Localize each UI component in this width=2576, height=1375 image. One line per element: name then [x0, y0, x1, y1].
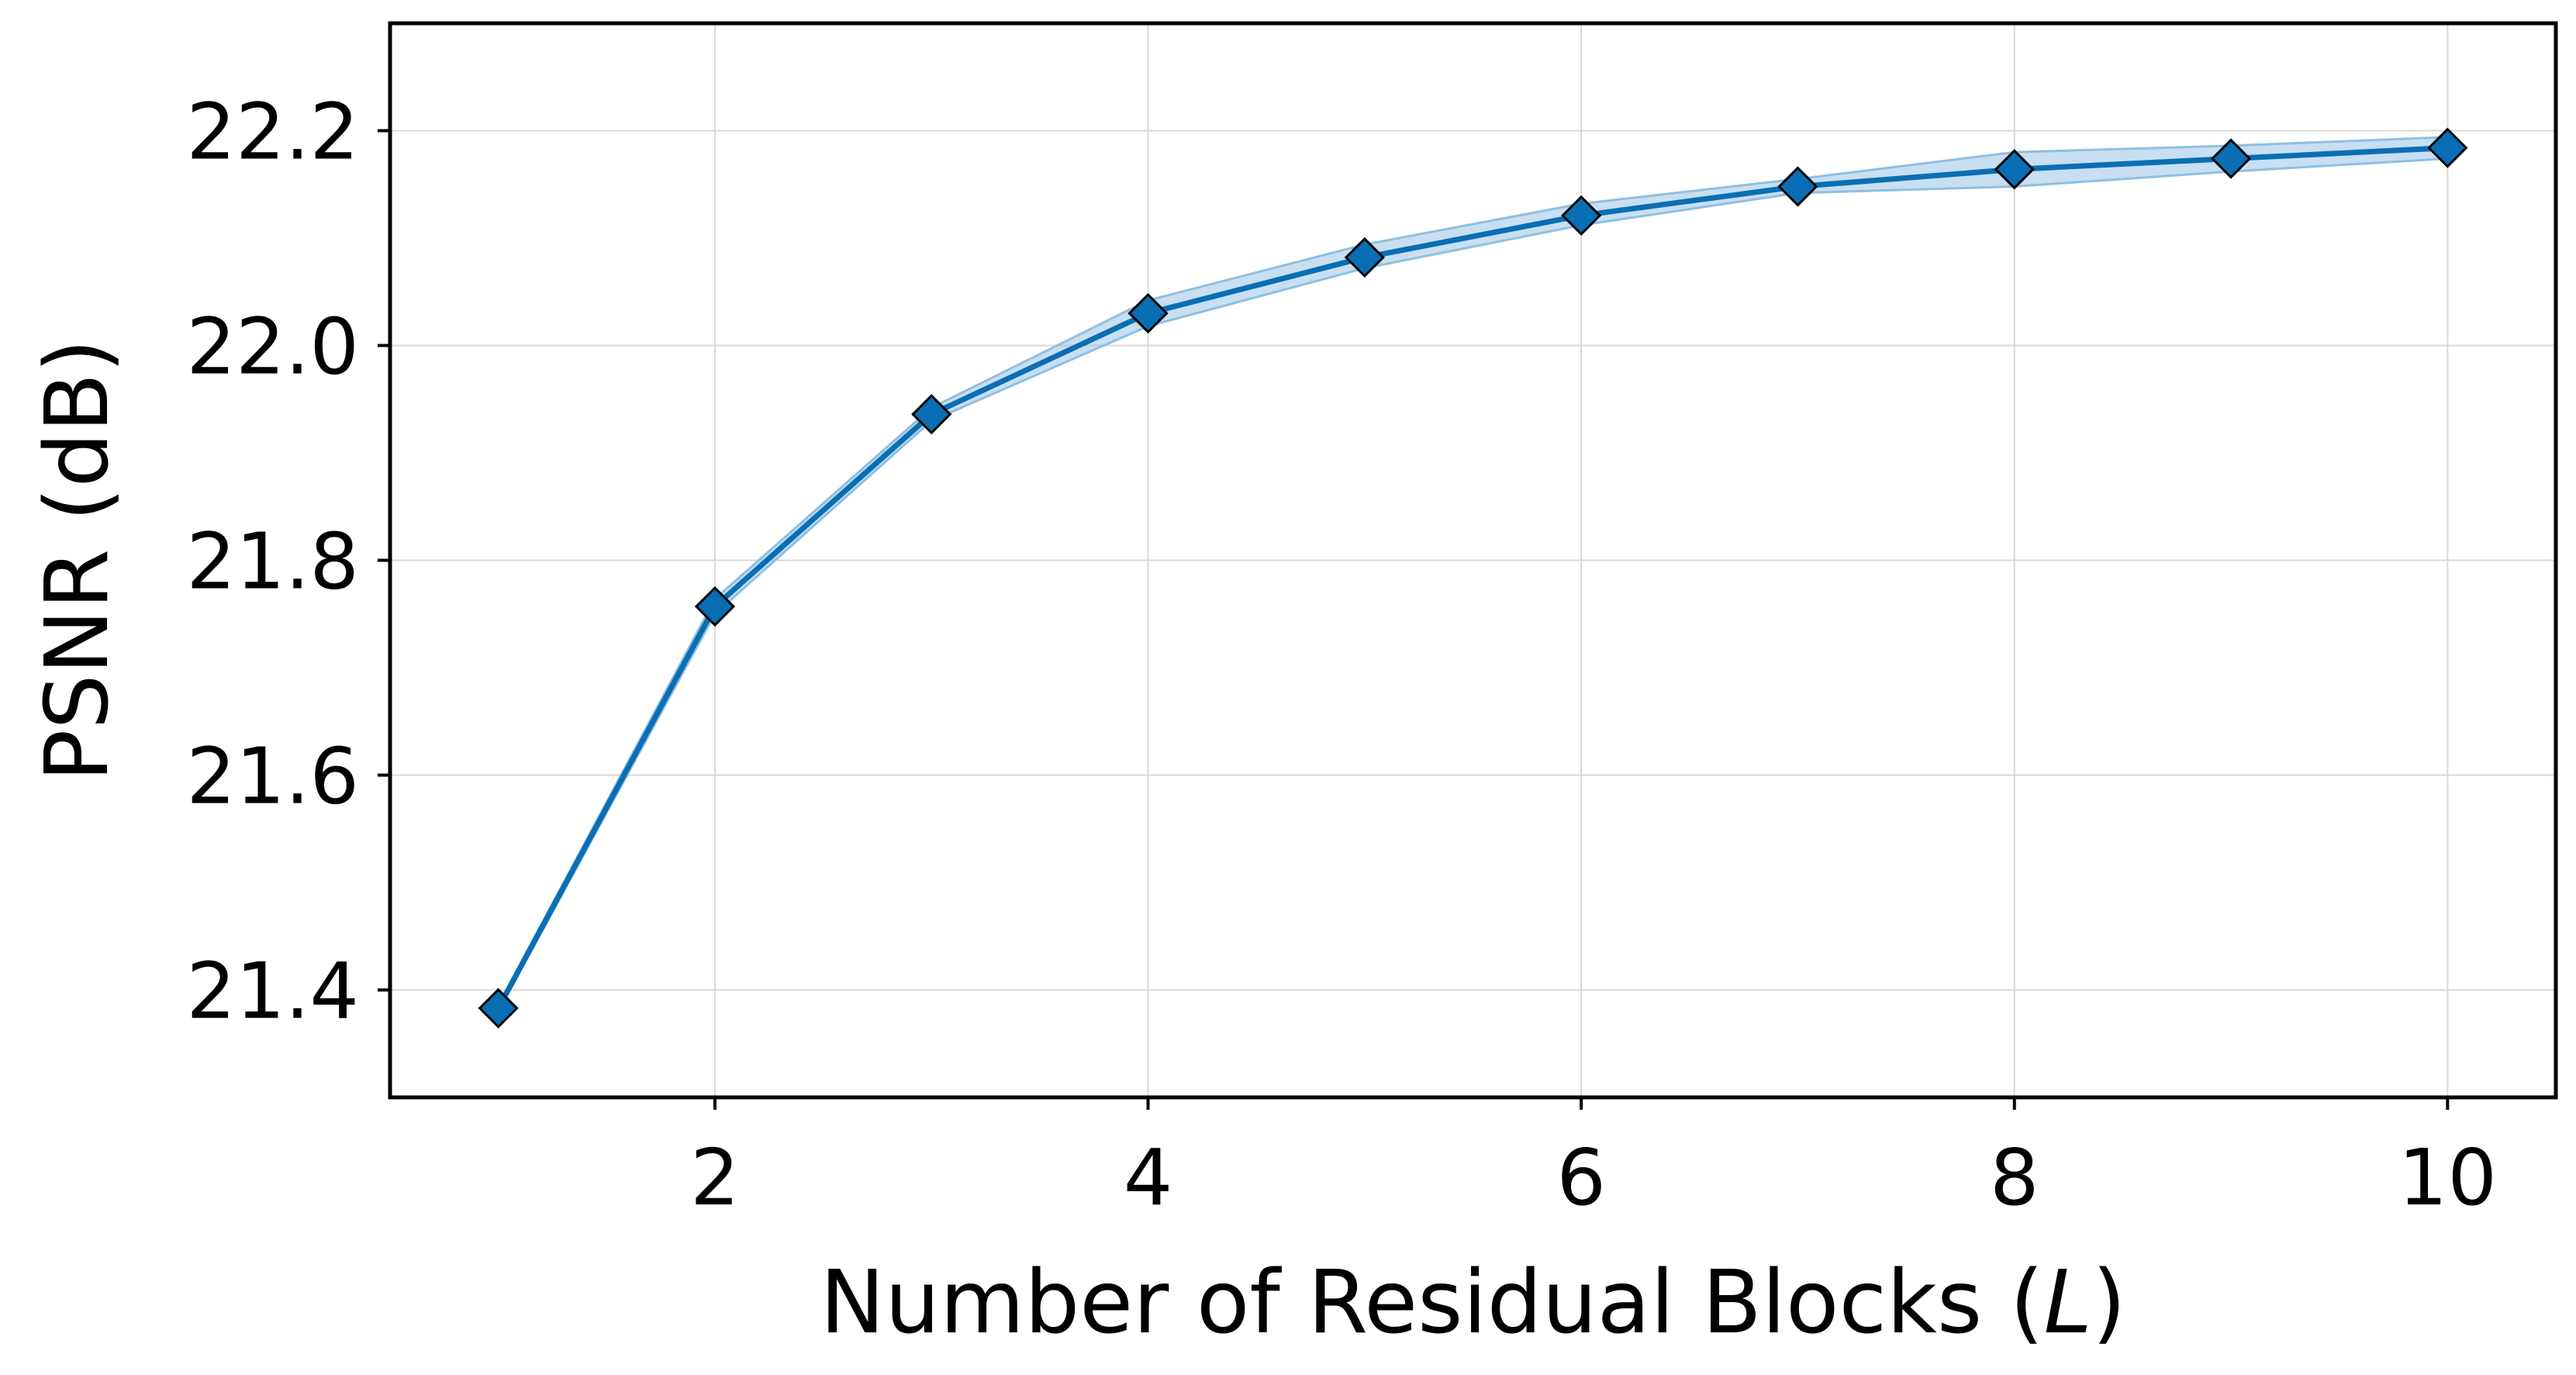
data-point-marker — [1127, 292, 1169, 334]
x-tick-label: 10 — [2398, 1132, 2497, 1223]
y-tick-labels: 21.4 21.6 21.8 22.0 22.2 — [186, 87, 359, 1037]
data-point-marker — [478, 987, 519, 1029]
y-tick-label: 21.4 — [186, 946, 359, 1037]
y-axis-title: PSNR (dB) — [27, 339, 128, 782]
x-axis-title-close: ) — [2092, 1252, 2126, 1353]
series-line — [496, 145, 2448, 1010]
data-point-marker — [1561, 195, 1602, 237]
data-point-marker — [2210, 138, 2252, 179]
y-tick-label: 22.0 — [186, 302, 359, 392]
x-tick-label: 2 — [690, 1132, 740, 1223]
data-point-marker — [911, 394, 952, 435]
data-point-marker — [1777, 166, 1818, 207]
data-point-marker — [694, 586, 736, 627]
data-point-marker — [1994, 149, 2035, 190]
x-tick-label: 6 — [1556, 1132, 1606, 1223]
axis-ticks — [378, 129, 2450, 1110]
x-tick-labels: 2 4 6 8 10 — [690, 1132, 2497, 1223]
y-tick-label: 21.8 — [186, 516, 359, 607]
data-markers — [478, 127, 2468, 1029]
series-band — [497, 136, 2449, 1012]
grid — [390, 23, 2556, 1097]
x-axis-title-main: Number of Residual Blocks ( — [820, 1252, 2043, 1353]
data-point-marker — [2427, 127, 2468, 168]
y-tick-label: 22.2 — [186, 87, 359, 178]
series-line-group — [496, 145, 2448, 1010]
confidence-band — [497, 136, 2449, 1012]
x-tick-label: 4 — [1124, 1132, 1173, 1223]
data-point-marker — [1344, 237, 1385, 278]
x-axis-title: Number of Residual Blocks (L) — [820, 1252, 2125, 1353]
x-tick-label: 8 — [1990, 1132, 2039, 1223]
y-tick-label: 21.6 — [186, 731, 359, 822]
x-axis-title-variable: L — [2044, 1252, 2092, 1353]
